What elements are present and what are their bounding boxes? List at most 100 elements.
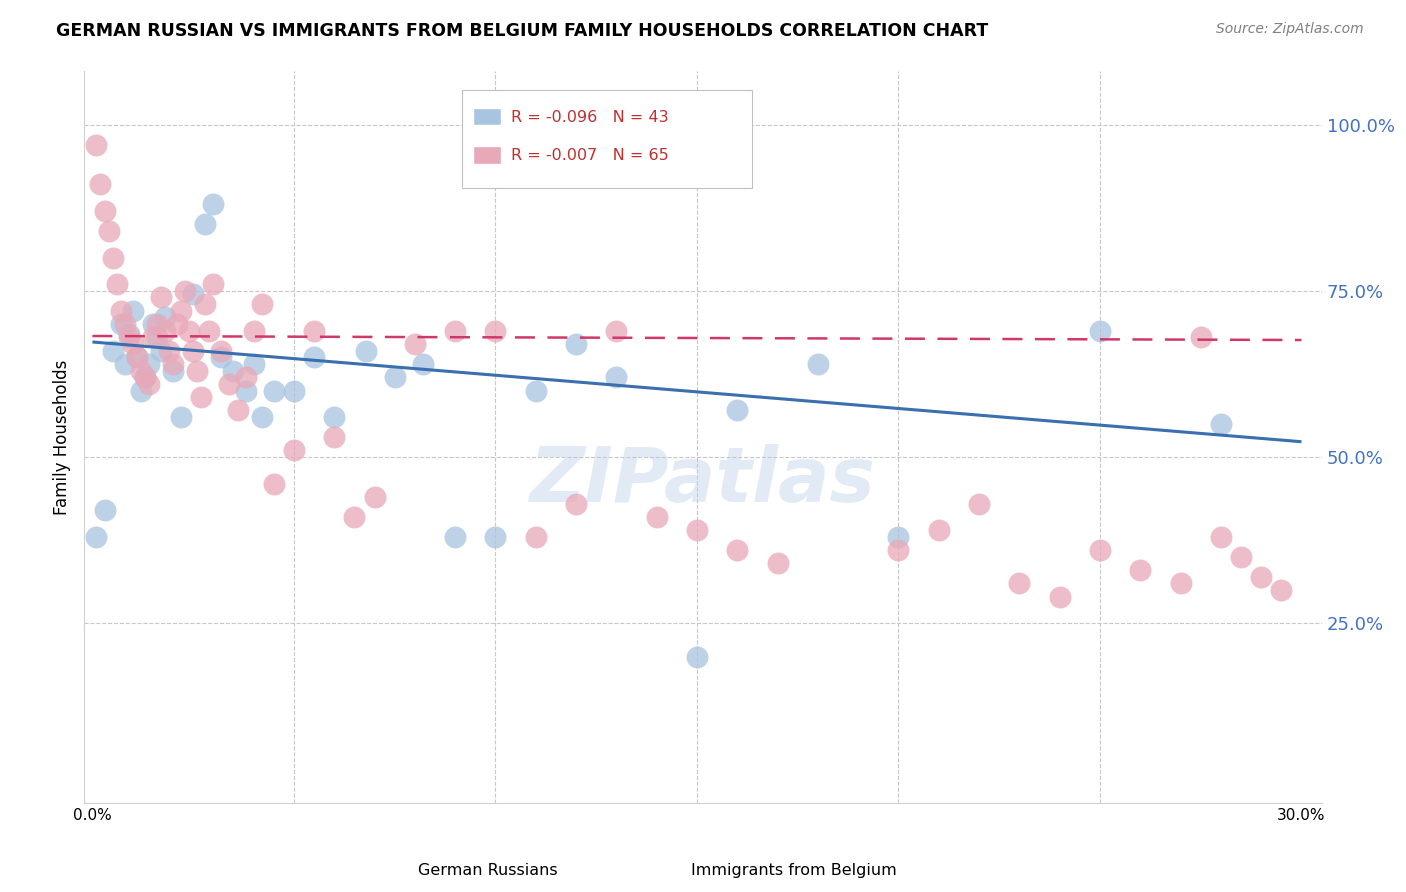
Point: [967, 497, 990, 511]
Text: R = -0.096   N = 43: R = -0.096 N = 43: [512, 110, 669, 125]
Point: [605, 324, 627, 338]
Point: [263, 476, 285, 491]
Point: [186, 363, 208, 377]
Point: [928, 523, 950, 537]
Point: [170, 410, 193, 425]
Point: [174, 284, 197, 298]
Point: [190, 390, 212, 404]
Point: [363, 490, 385, 504]
Point: [384, 370, 406, 384]
Y-axis label: Family Households: Family Households: [53, 359, 72, 515]
Point: [125, 351, 148, 365]
Point: [1209, 417, 1232, 431]
Point: [105, 277, 128, 292]
Point: [686, 523, 709, 537]
Text: R = -0.007   N = 65: R = -0.007 N = 65: [512, 148, 669, 163]
Point: [343, 509, 366, 524]
Point: [86, 137, 108, 152]
Point: [114, 317, 136, 331]
Point: [222, 363, 245, 377]
Point: [114, 357, 136, 371]
Point: [444, 530, 467, 544]
Point: [686, 649, 709, 664]
Point: [725, 403, 748, 417]
Point: [242, 357, 264, 371]
Point: [138, 376, 160, 391]
Point: [444, 324, 467, 338]
Bar: [474, 110, 502, 126]
Point: [1129, 563, 1152, 577]
Point: [323, 430, 346, 444]
Point: [93, 503, 115, 517]
Point: [202, 277, 225, 292]
Point: [142, 317, 165, 331]
Point: [93, 204, 115, 219]
Point: [1170, 576, 1192, 591]
Point: [887, 543, 910, 558]
Point: [1088, 543, 1111, 558]
Point: [125, 351, 148, 365]
Point: [1008, 576, 1031, 591]
Point: [181, 343, 204, 358]
Point: [166, 317, 188, 331]
Point: [725, 543, 748, 558]
Point: [524, 384, 547, 398]
Point: [283, 443, 305, 458]
Point: [218, 376, 240, 391]
Point: [110, 317, 132, 331]
Point: [101, 343, 124, 358]
Point: [146, 330, 169, 344]
Point: [121, 337, 143, 351]
Point: [484, 324, 506, 338]
Point: [146, 317, 169, 331]
Point: [162, 363, 184, 377]
Point: [242, 324, 264, 338]
Point: [209, 343, 232, 358]
Point: [118, 326, 141, 341]
Point: [1230, 549, 1253, 564]
Point: [302, 324, 325, 338]
Point: [235, 384, 257, 398]
Point: [605, 370, 627, 384]
Point: [766, 557, 789, 571]
Point: [118, 330, 141, 344]
Point: [121, 303, 143, 318]
Point: [179, 324, 201, 338]
Point: [134, 370, 156, 384]
Bar: [474, 147, 502, 163]
Point: [484, 530, 506, 544]
Point: [129, 363, 152, 377]
Point: [153, 324, 176, 338]
Point: [250, 410, 273, 425]
Point: [198, 324, 221, 338]
Point: [565, 337, 588, 351]
Point: [97, 224, 120, 238]
Point: [524, 530, 547, 544]
Point: [170, 303, 193, 318]
Point: [153, 310, 176, 325]
Point: [149, 290, 172, 304]
Point: [1250, 570, 1272, 584]
Text: Source: ZipAtlas.com: Source: ZipAtlas.com: [1216, 22, 1364, 37]
Point: [129, 384, 152, 398]
Text: German Russians: German Russians: [419, 863, 558, 878]
Bar: [647, 859, 682, 881]
Point: [887, 530, 910, 544]
Text: Immigrants from Belgium: Immigrants from Belgium: [690, 863, 897, 878]
Point: [1189, 330, 1212, 344]
Point: [1049, 590, 1071, 604]
Bar: [375, 859, 409, 881]
Point: [235, 370, 257, 384]
Point: [149, 343, 172, 358]
Text: GERMAN RUSSIAN VS IMMIGRANTS FROM BELGIUM FAMILY HOUSEHOLDS CORRELATION CHART: GERMAN RUSSIAN VS IMMIGRANTS FROM BELGIU…: [56, 22, 988, 40]
Text: ZIPatlas: ZIPatlas: [530, 444, 876, 518]
Point: [110, 303, 132, 318]
Point: [250, 297, 273, 311]
Point: [181, 287, 204, 301]
Point: [157, 343, 180, 358]
Point: [283, 384, 305, 398]
Point: [209, 351, 232, 365]
Point: [1209, 530, 1232, 544]
Point: [302, 351, 325, 365]
Point: [202, 197, 225, 211]
